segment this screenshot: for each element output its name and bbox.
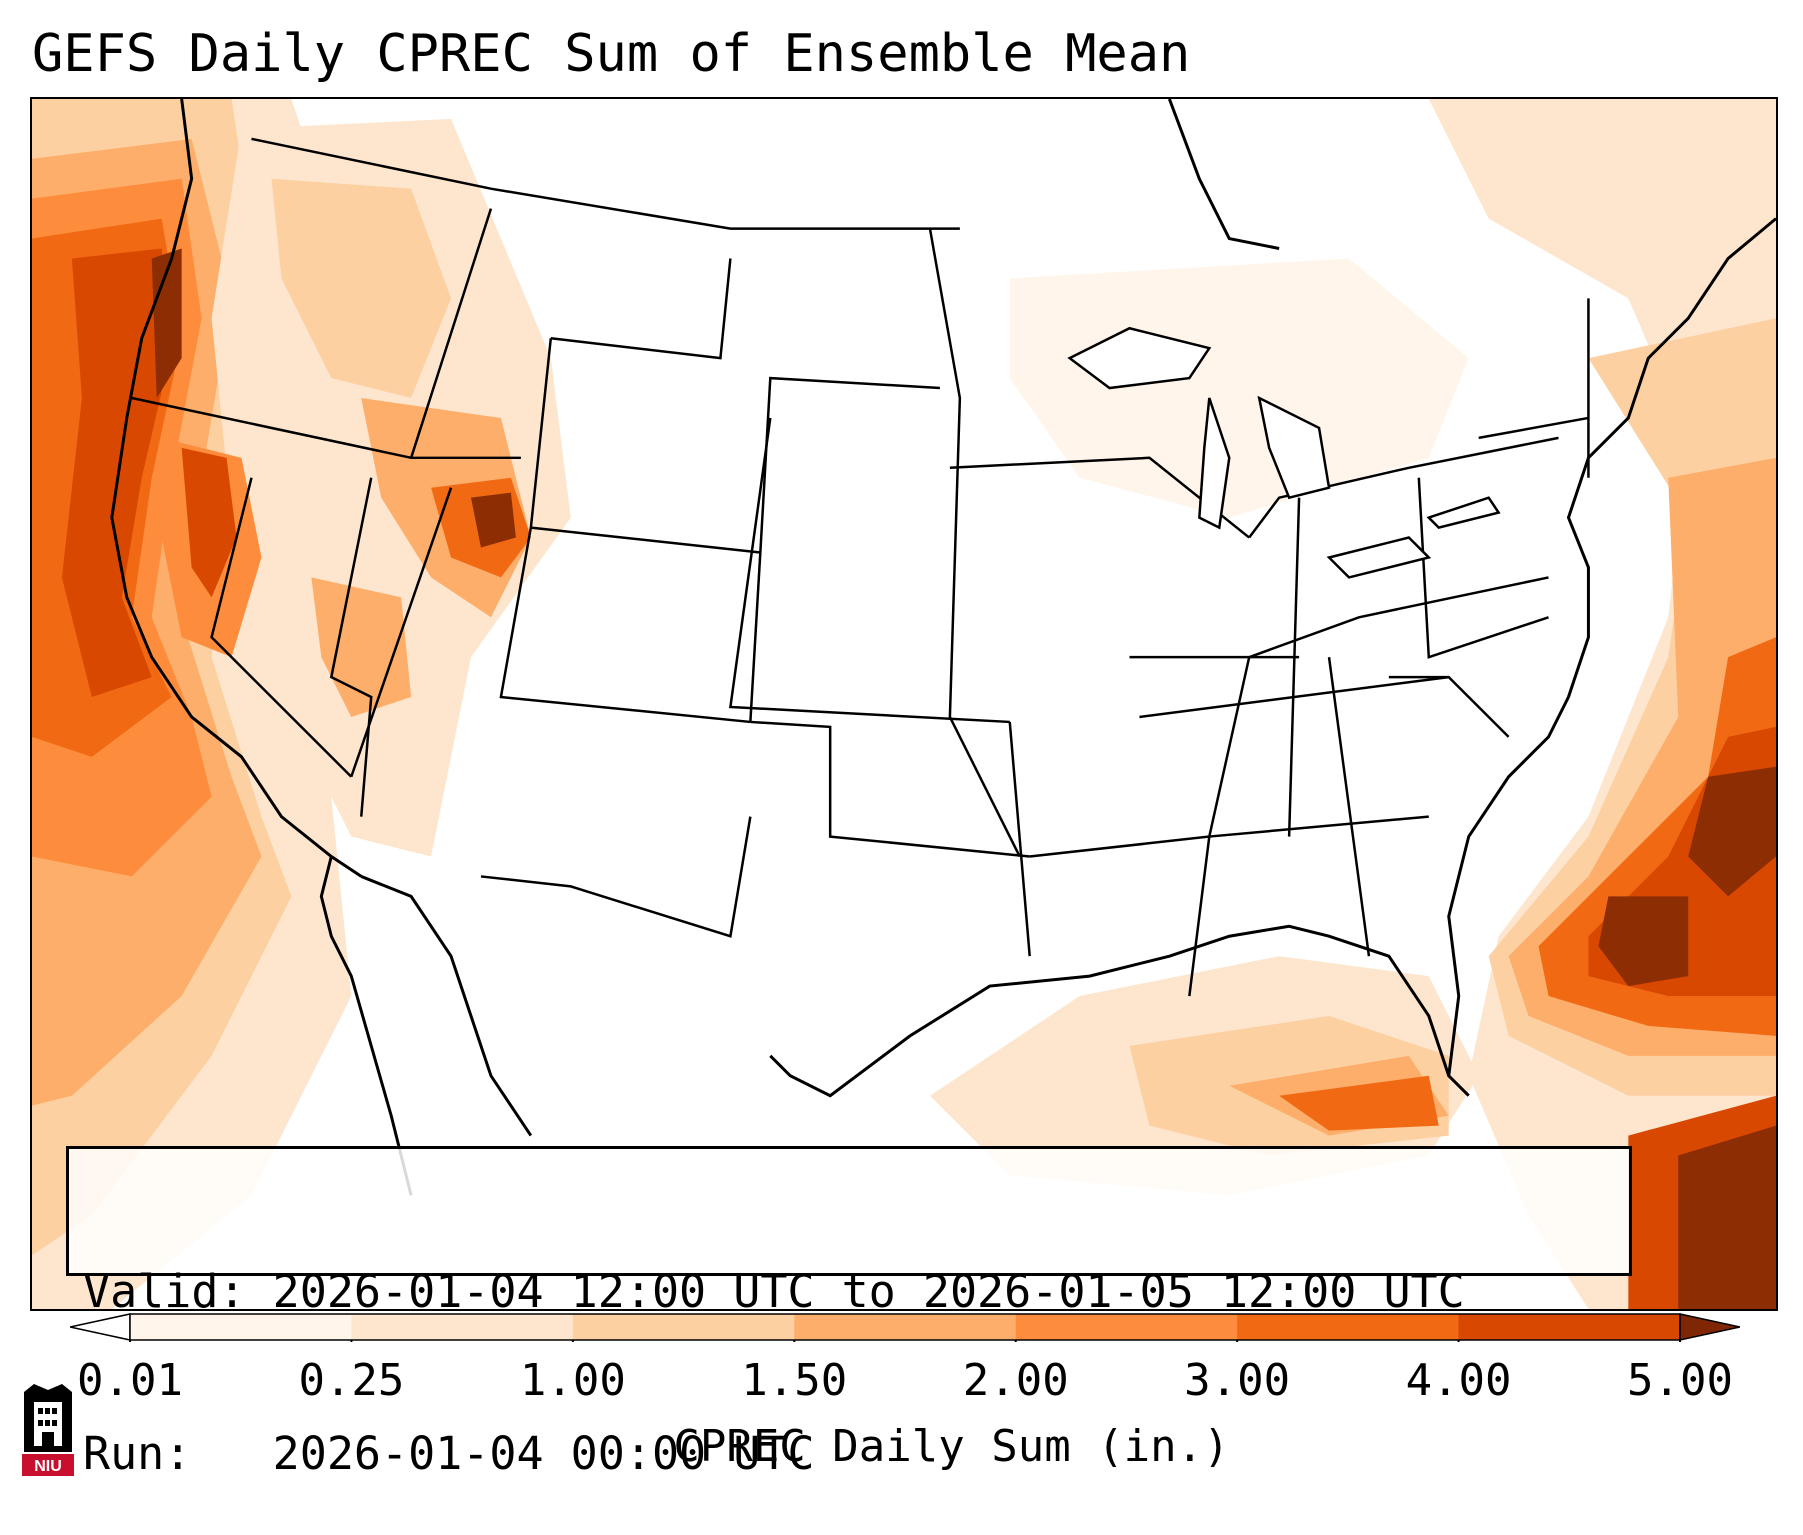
coastlines (110, 99, 1776, 1196)
map-svg (32, 99, 1776, 1309)
colorbar-segment (572, 1314, 795, 1340)
valid-value: 2026-01-04 12:00 UTC to 2026-01-05 12:00… (272, 1265, 1465, 1318)
colorbar-tick-label: 0.01 (77, 1355, 183, 1406)
colorbar-border (129, 1313, 1681, 1341)
precip-map (30, 97, 1778, 1311)
colorbar-tick-label: 3.00 (1184, 1355, 1291, 1406)
colorbar-segments (70, 1313, 1740, 1342)
colorbar-label: CPREC Daily Sum (in.) (673, 1421, 1230, 1472)
colorbar-segment (1015, 1314, 1238, 1340)
colorbar-over-extension (1679, 1313, 1740, 1341)
run-row: Run: 2026-01-04 00:00 UTC (83, 1427, 1615, 1481)
niu-logo-icon: NIU (22, 1384, 74, 1476)
run-label: Run: (83, 1427, 192, 1480)
colorbar-under-extension (70, 1313, 131, 1341)
valid-label: Valid: (83, 1265, 246, 1318)
colorbar (70, 1313, 1740, 1342)
great-lakes (1067, 326, 1501, 579)
colorbar-tick-label: 1.00 (519, 1355, 626, 1406)
run-value: 2026-01-04 00:00 UTC (272, 1427, 815, 1480)
precip-shading (32, 99, 1776, 1309)
colorbar-tick-label: 1.50 (741, 1355, 848, 1406)
valid-row: Valid: 2026-01-04 12:00 UTC to 2026-01-0… (83, 1265, 1615, 1319)
colorbar-segment (1458, 1314, 1681, 1340)
colorbar-tick-label: 5.00 (1627, 1355, 1733, 1406)
svg-text:NIU: NIU (34, 1458, 62, 1475)
colorbar-tick-label: 4.00 (1405, 1355, 1512, 1406)
colorbar-segment (130, 1314, 352, 1340)
colorbar-tick-label: 2.00 (962, 1355, 1069, 1406)
colorbar-segment (794, 1314, 1017, 1340)
valid-run-box: Valid: 2026-01-04 12:00 UTC to 2026-01-0… (66, 1146, 1632, 1480)
colorbar-segment (351, 1314, 574, 1340)
colorbar-tick-label: 0.25 (298, 1355, 405, 1406)
map-title: GEFS Daily CPREC Sum of Ensemble Mean (32, 24, 1191, 84)
colorbar-segment (1237, 1314, 1460, 1340)
